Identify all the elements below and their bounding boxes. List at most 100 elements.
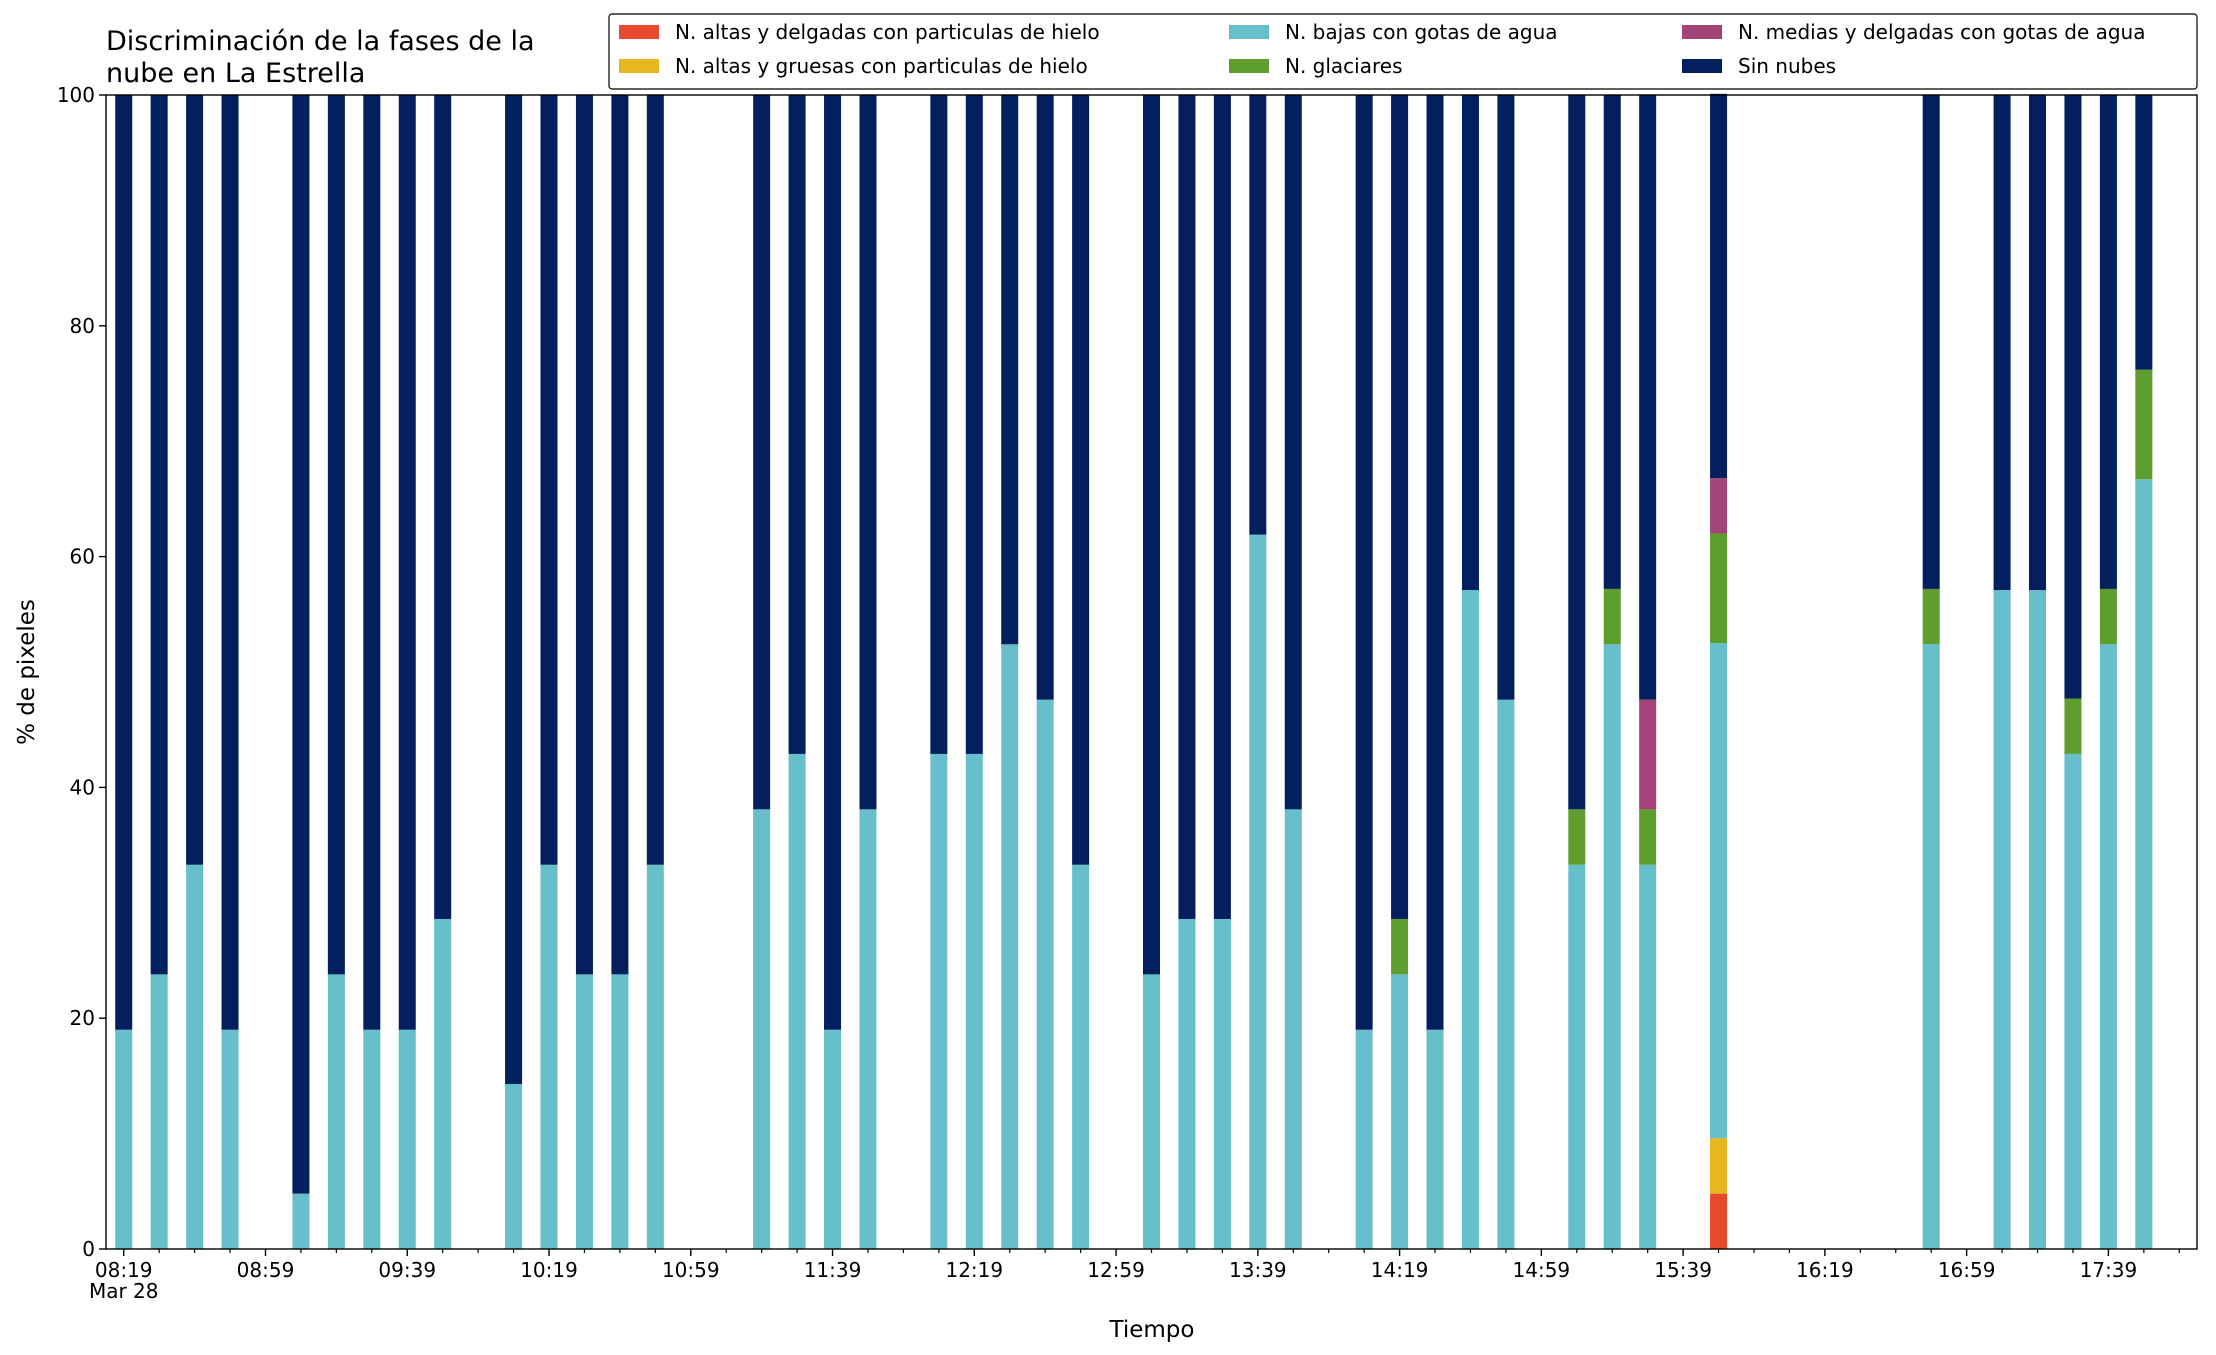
bar-segment <box>2099 644 2117 1249</box>
bar-segment <box>1355 95 1373 1030</box>
bar-segment <box>2029 95 2047 591</box>
bar-segment <box>540 864 558 1249</box>
bar-segment <box>1710 533 1728 644</box>
bar-segment <box>186 95 204 865</box>
bar-segment <box>2135 369 2153 480</box>
legend-swatch <box>1229 59 1269 73</box>
bar-segment <box>1036 95 1054 700</box>
legend-swatch <box>1682 59 1722 73</box>
bar-segment <box>1001 644 1019 1249</box>
y-tick-label: 60 <box>70 545 95 569</box>
bar-segment <box>363 1029 381 1249</box>
bar-segment <box>1249 95 1267 535</box>
x-tick-label: 09:39 <box>378 1258 436 1282</box>
bar-segment <box>150 95 168 975</box>
bar-segment <box>646 864 664 1249</box>
bar-segment <box>1426 1029 1444 1249</box>
y-tick-label: 0 <box>82 1237 95 1261</box>
bar-segment <box>1072 95 1090 865</box>
bar-segment <box>1603 588 1621 645</box>
bar-segment <box>1178 95 1196 919</box>
chart-title: Discriminación de la fases de la nube en … <box>106 26 535 89</box>
x-tick-label: 10:19 <box>520 1258 578 1282</box>
x-tick-label: 08:59 <box>237 1258 295 1282</box>
bar-segment <box>930 753 948 1249</box>
bar-segment <box>753 809 771 1249</box>
bar-segment <box>221 1029 239 1249</box>
x-tick-label: 13:39 <box>1229 1258 1287 1282</box>
bar-segment <box>1710 1138 1728 1194</box>
x-tick-label: 10:59 <box>662 1258 720 1282</box>
bar-segment <box>1639 95 1657 700</box>
x-tick-label: 11:39 <box>804 1258 862 1282</box>
bar-segment <box>1461 95 1479 591</box>
bar-segment <box>1568 864 1586 1249</box>
bar-segment <box>1993 95 2011 591</box>
legend-label: N. altas y delgadas con particulas de hi… <box>675 20 1100 44</box>
bar-segment <box>2135 479 2153 1250</box>
bar-segment <box>1497 95 1515 700</box>
bar-segment <box>1922 644 1940 1249</box>
bar-segment <box>1036 699 1054 1249</box>
bar-segment <box>753 95 771 810</box>
x-tick-label: 14:59 <box>1513 1258 1571 1282</box>
y-tick-label: 40 <box>70 775 95 799</box>
bar-segment <box>2064 753 2082 1249</box>
bar-segment <box>292 1193 310 1249</box>
bar-segment <box>2099 95 2117 589</box>
bar-segment <box>327 974 345 1249</box>
bar-segment <box>292 95 310 1194</box>
bar-segment <box>1142 974 1161 1249</box>
bar-segment <box>859 809 877 1249</box>
legend-label: N. altas y gruesas con particulas de hie… <box>675 54 1088 78</box>
bar-segment <box>2064 698 2082 754</box>
bar-segment <box>1391 918 1409 975</box>
legend-label: N. medias y delgadas con gotas de agua <box>1738 20 2146 44</box>
legend-label: Sin nubes <box>1738 54 1836 78</box>
bar-segment <box>115 95 133 1030</box>
bar-segment <box>1001 95 1019 645</box>
bar-segment <box>115 1029 133 1249</box>
bar-segment <box>611 974 629 1249</box>
bar-segment <box>2064 95 2082 699</box>
x-tick-label: 16:19 <box>1796 1258 1854 1282</box>
bar-segment <box>1213 95 1231 919</box>
y-tick-label: 100 <box>57 83 95 107</box>
bar-segment <box>1639 864 1657 1249</box>
x-axis-label: Tiempo <box>1109 1317 1195 1343</box>
bar-segment <box>1142 95 1161 975</box>
bar-segment <box>930 95 948 754</box>
bar-segment <box>1178 918 1196 1249</box>
bar-segment <box>965 95 983 754</box>
bar-segment <box>646 95 664 865</box>
x-tick-label: 14:19 <box>1371 1258 1429 1282</box>
bar-segment <box>1426 95 1444 1030</box>
bar-segment <box>540 95 558 865</box>
bar-segment <box>1993 590 2011 1249</box>
legend-swatch <box>1682 25 1722 39</box>
bar-segment <box>1710 1193 1728 1249</box>
bar-segment <box>2135 95 2153 370</box>
legend-label: N. bajas con gotas de agua <box>1285 20 1558 44</box>
bar-segment <box>1710 93 1728 479</box>
bar-segment <box>1568 95 1586 810</box>
bar-segment <box>505 95 523 1084</box>
bar-segment <box>1355 1029 1373 1249</box>
bar-segment <box>1497 699 1515 1249</box>
bar-segment <box>1922 588 1940 645</box>
bar-segment <box>2099 588 2117 645</box>
bar-segment <box>1213 918 1231 1249</box>
bar-segment <box>859 95 877 810</box>
bar-segment <box>1284 809 1302 1249</box>
bar-segment <box>575 974 593 1249</box>
x-tick-label: 12:19 <box>945 1258 1003 1282</box>
x-tick-label: 08:19 Mar 28 <box>89 1258 159 1303</box>
bar-segment <box>1639 809 1657 865</box>
bar-segment <box>363 95 381 1030</box>
legend-swatch <box>619 25 659 39</box>
bar-segment <box>1710 478 1728 534</box>
legend-swatch <box>1229 25 1269 39</box>
bar-segment <box>1639 699 1657 810</box>
x-tick-label: 12:59 <box>1087 1258 1145 1282</box>
